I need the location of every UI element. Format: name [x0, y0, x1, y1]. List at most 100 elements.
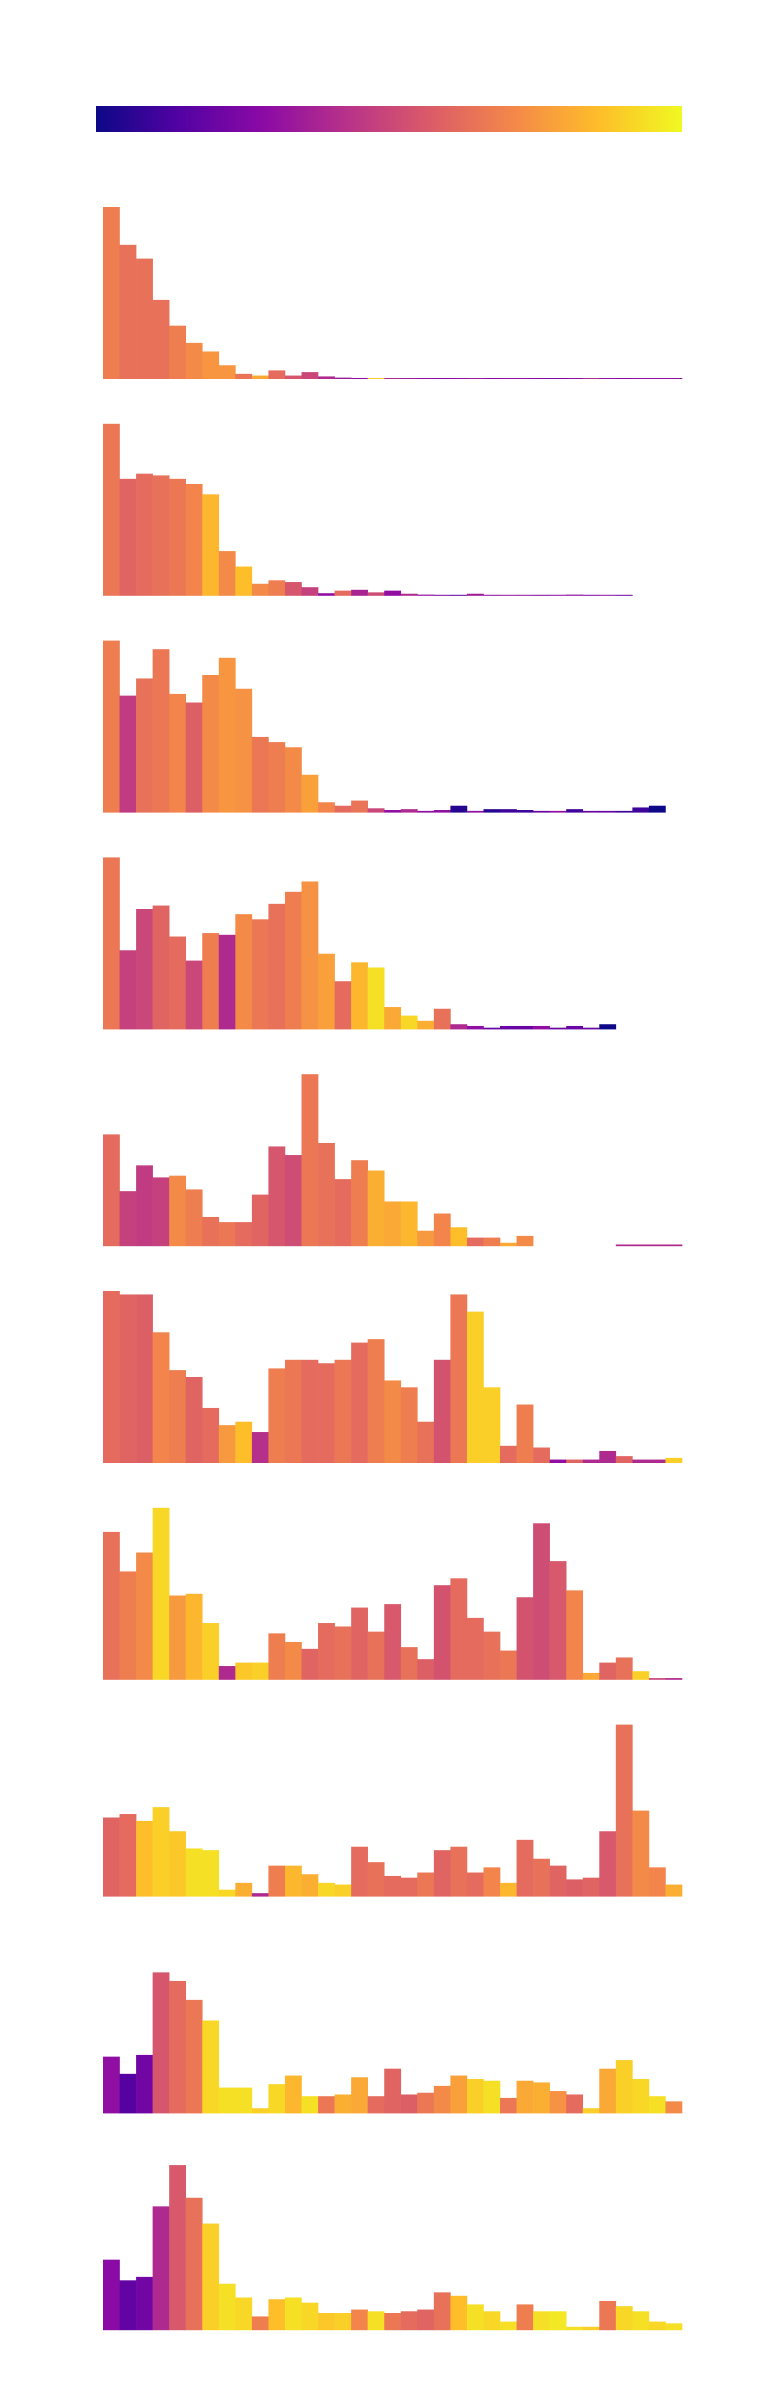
histogram-bar	[152, 299, 170, 379]
histogram-bar	[119, 695, 137, 813]
histogram-bar	[384, 378, 402, 379]
histogram-bar	[632, 1244, 650, 1247]
histogram-bar	[334, 1626, 352, 1680]
histogram-bar	[185, 1848, 203, 1897]
histogram-bar	[202, 1850, 220, 1897]
histogram-bar	[384, 810, 402, 813]
histogram-bar	[318, 1882, 335, 1897]
histogram-bar	[202, 2020, 220, 2114]
histogram-bar	[152, 1177, 170, 1247]
histogram-bar	[483, 1027, 501, 1030]
histogram-bar	[334, 1179, 352, 1247]
histogram-bar	[466, 2304, 484, 2331]
histogram-bar	[533, 1447, 550, 1463]
histogram-bar	[268, 2299, 286, 2331]
histogram-bar	[169, 478, 187, 596]
histogram-bar	[169, 1831, 187, 1897]
histogram-bar	[466, 593, 484, 596]
histogram-bar	[318, 593, 335, 596]
histogram-bar	[599, 810, 617, 813]
histogram-bar	[251, 736, 269, 813]
histogram-bar	[103, 2056, 120, 2114]
histogram-bar	[384, 2313, 402, 2331]
histogram-bar	[334, 1359, 352, 1463]
histogram-bar	[483, 594, 501, 596]
histogram-bar	[119, 1191, 137, 1247]
histogram-bar	[103, 857, 120, 1030]
histogram-bar	[466, 1237, 484, 1247]
histogram-bar	[251, 919, 269, 1030]
histogram-bar	[284, 1155, 302, 1247]
histogram-bar	[318, 1143, 335, 1247]
histogram-bar	[632, 1671, 650, 1680]
histogram-bar	[648, 2321, 666, 2331]
histogram-bar	[599, 1450, 617, 1463]
histogram-bar	[450, 1024, 468, 1030]
histogram-bar	[648, 1244, 666, 1247]
histogram-bar	[367, 1170, 385, 1247]
colorbar-gradient	[96, 106, 682, 132]
histogram-bar	[119, 478, 137, 596]
histogram-bar	[500, 2321, 517, 2331]
histogram-bar	[268, 903, 286, 1030]
histogram-bar	[119, 2280, 137, 2331]
histogram-bar	[549, 1561, 567, 1680]
histogram-bar	[417, 378, 435, 379]
histogram-bar	[599, 594, 617, 596]
histogram-bar	[549, 2091, 567, 2114]
histogram-panel-5	[103, 1074, 683, 1247]
histogram-bar	[351, 377, 368, 379]
histogram-bar	[566, 1025, 584, 1030]
histogram-bar	[351, 800, 368, 813]
histogram-bar	[384, 2068, 402, 2114]
histogram-bar	[483, 1237, 501, 1247]
histogram-bar	[318, 802, 335, 813]
histogram-bar	[516, 378, 534, 379]
histogram-bar	[119, 244, 137, 379]
histogram-bar	[632, 807, 650, 813]
histogram-bar	[648, 1678, 666, 1680]
histogram-bar	[400, 1877, 418, 1897]
histogram-bar	[103, 423, 120, 596]
histogram-bar	[549, 1027, 567, 1030]
histogram-bar	[202, 675, 220, 813]
histogram-bar	[351, 1846, 368, 1897]
histogram-bar	[566, 1459, 584, 1463]
histogram-bar	[152, 649, 170, 813]
histogram-bar	[318, 953, 335, 1030]
histogram-bar	[301, 1874, 319, 1897]
histogram-bar	[615, 594, 633, 596]
histogram-bar	[400, 809, 418, 813]
histogram-bar	[202, 1216, 220, 1247]
histogram-bar	[533, 1523, 550, 1680]
histogram-bar	[301, 372, 319, 379]
histogram-bar	[136, 678, 153, 813]
histogram-panel-10	[103, 2165, 683, 2331]
histogram-bar	[500, 378, 517, 379]
histogram-bar	[268, 1633, 286, 1680]
histogram-bar	[483, 2080, 501, 2114]
histogram-bar	[367, 2096, 385, 2114]
histogram-bar	[433, 1850, 451, 1897]
histogram-bar	[417, 594, 435, 596]
histogram-bar	[284, 2075, 302, 2114]
histogram-bar	[152, 1507, 170, 1680]
histogram-bar	[301, 1074, 319, 1247]
histogram-bar	[351, 2309, 368, 2331]
histogram-bar	[235, 373, 253, 379]
histogram-bar	[367, 592, 385, 596]
histogram-bar	[284, 1641, 302, 1680]
histogram-bar	[417, 2092, 435, 2114]
histogram-bar	[450, 1227, 468, 1247]
histogram-bar	[334, 981, 352, 1030]
histogram-bar	[284, 375, 302, 379]
histogram-bar	[417, 1659, 435, 1680]
histogram-bar	[235, 1421, 253, 1463]
histogram-bar	[417, 810, 435, 813]
histogram-bar	[367, 1339, 385, 1463]
histogram-bar	[367, 1631, 385, 1680]
histogram-bar	[648, 1867, 666, 1897]
histogram-bar	[384, 1875, 402, 1897]
histogram-bar	[152, 1807, 170, 1897]
histogram-bar	[433, 1213, 451, 1247]
